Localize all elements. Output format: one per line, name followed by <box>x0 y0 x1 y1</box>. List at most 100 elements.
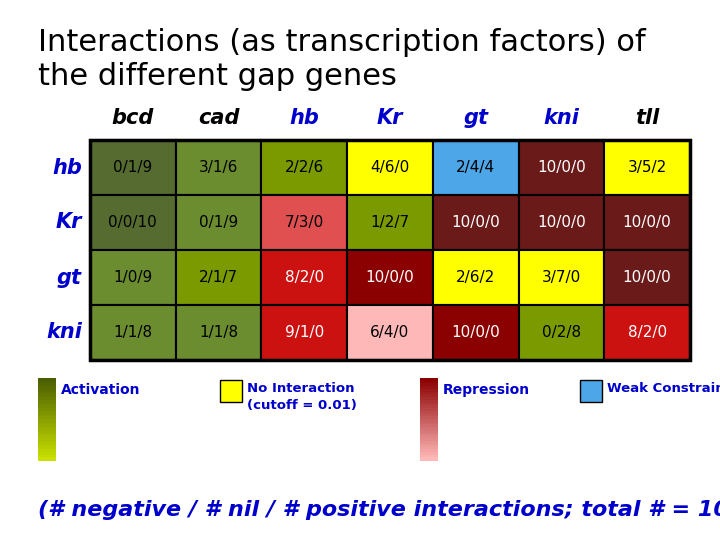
Bar <box>90 195 176 250</box>
Text: 2/2/6: 2/2/6 <box>284 160 324 175</box>
Bar <box>420 416 438 420</box>
Bar <box>420 435 438 438</box>
Text: 1/1/8: 1/1/8 <box>113 325 153 340</box>
Bar <box>420 427 438 430</box>
Bar <box>518 250 604 305</box>
Text: 3/5/2: 3/5/2 <box>628 160 667 175</box>
Text: gt: gt <box>463 108 488 128</box>
Bar <box>38 424 56 428</box>
Bar <box>347 250 433 305</box>
Bar <box>38 452 56 455</box>
Bar <box>420 378 438 381</box>
Text: 8/2/0: 8/2/0 <box>284 270 324 285</box>
Bar <box>38 414 56 417</box>
Bar <box>38 447 56 450</box>
Bar <box>420 455 438 458</box>
Text: 10/0/0: 10/0/0 <box>451 215 500 230</box>
Bar <box>176 305 261 360</box>
Bar <box>420 422 438 425</box>
Bar <box>347 305 433 360</box>
Bar <box>518 195 604 250</box>
Text: 10/0/0: 10/0/0 <box>537 160 586 175</box>
Bar <box>433 195 518 250</box>
Bar <box>433 250 518 305</box>
Text: hb: hb <box>289 108 319 128</box>
Bar <box>420 447 438 450</box>
Bar <box>38 457 56 461</box>
Text: 1/1/8: 1/1/8 <box>199 325 238 340</box>
Text: 0/2/8: 0/2/8 <box>542 325 581 340</box>
Bar <box>604 140 690 195</box>
Text: 1/2/7: 1/2/7 <box>370 215 410 230</box>
Bar <box>420 441 438 444</box>
Text: 10/0/0: 10/0/0 <box>451 325 500 340</box>
Bar <box>604 305 690 360</box>
Bar <box>261 305 347 360</box>
Text: Weak Constraint: Weak Constraint <box>607 382 720 395</box>
Bar <box>38 422 56 425</box>
Text: tll: tll <box>635 108 660 128</box>
Bar <box>261 195 347 250</box>
Bar <box>420 400 438 403</box>
Bar <box>420 452 438 455</box>
Text: 3/1/6: 3/1/6 <box>199 160 238 175</box>
Bar <box>420 443 438 447</box>
Bar <box>176 140 261 195</box>
Bar <box>261 250 347 305</box>
Bar <box>38 386 56 389</box>
Bar <box>38 378 56 381</box>
Bar <box>420 403 438 406</box>
Bar <box>518 305 604 360</box>
Bar <box>433 305 518 360</box>
Bar <box>580 380 602 402</box>
Bar <box>420 430 438 433</box>
Bar <box>38 455 56 458</box>
Bar <box>420 438 438 441</box>
Text: kni: kni <box>544 108 580 128</box>
Bar <box>176 250 261 305</box>
Text: Kr: Kr <box>377 108 403 128</box>
Bar <box>420 394 438 397</box>
Text: 1/0/9: 1/0/9 <box>113 270 153 285</box>
Bar <box>38 389 56 392</box>
Text: cad: cad <box>198 108 239 128</box>
Bar <box>420 392 438 395</box>
Bar <box>38 419 56 422</box>
Bar <box>420 449 438 453</box>
Bar <box>347 140 433 195</box>
Text: 10/0/0: 10/0/0 <box>537 215 586 230</box>
Text: 10/0/0: 10/0/0 <box>623 215 672 230</box>
Bar <box>90 250 176 305</box>
Bar <box>38 416 56 420</box>
Bar <box>420 414 438 417</box>
Text: 0/1/9: 0/1/9 <box>199 215 238 230</box>
Bar <box>38 400 56 403</box>
Bar <box>38 403 56 406</box>
Bar <box>38 433 56 436</box>
Text: Kr: Kr <box>55 213 82 233</box>
Text: gt: gt <box>57 267 82 287</box>
Bar <box>38 397 56 400</box>
Bar <box>176 195 261 250</box>
Bar <box>420 389 438 392</box>
Bar <box>420 397 438 400</box>
Bar <box>38 438 56 441</box>
Text: (# negative / # nil / # positive interactions; total # = 10): (# negative / # nil / # positive interac… <box>38 500 720 520</box>
Text: 9/1/0: 9/1/0 <box>284 325 324 340</box>
Text: 8/2/0: 8/2/0 <box>628 325 667 340</box>
Bar <box>604 195 690 250</box>
Text: 2/6/2: 2/6/2 <box>456 270 495 285</box>
Bar <box>38 383 56 387</box>
Bar <box>90 140 690 360</box>
Bar <box>420 419 438 422</box>
Text: 10/0/0: 10/0/0 <box>366 270 415 285</box>
Bar <box>420 386 438 389</box>
Text: kni: kni <box>46 322 82 342</box>
Bar <box>90 140 176 195</box>
Text: Interactions (as transcription factors) of: Interactions (as transcription factors) … <box>38 28 646 57</box>
Text: 0/0/10: 0/0/10 <box>109 215 157 230</box>
Bar <box>38 381 56 384</box>
Text: bcd: bcd <box>112 108 154 128</box>
Bar <box>38 394 56 397</box>
Bar <box>38 441 56 444</box>
